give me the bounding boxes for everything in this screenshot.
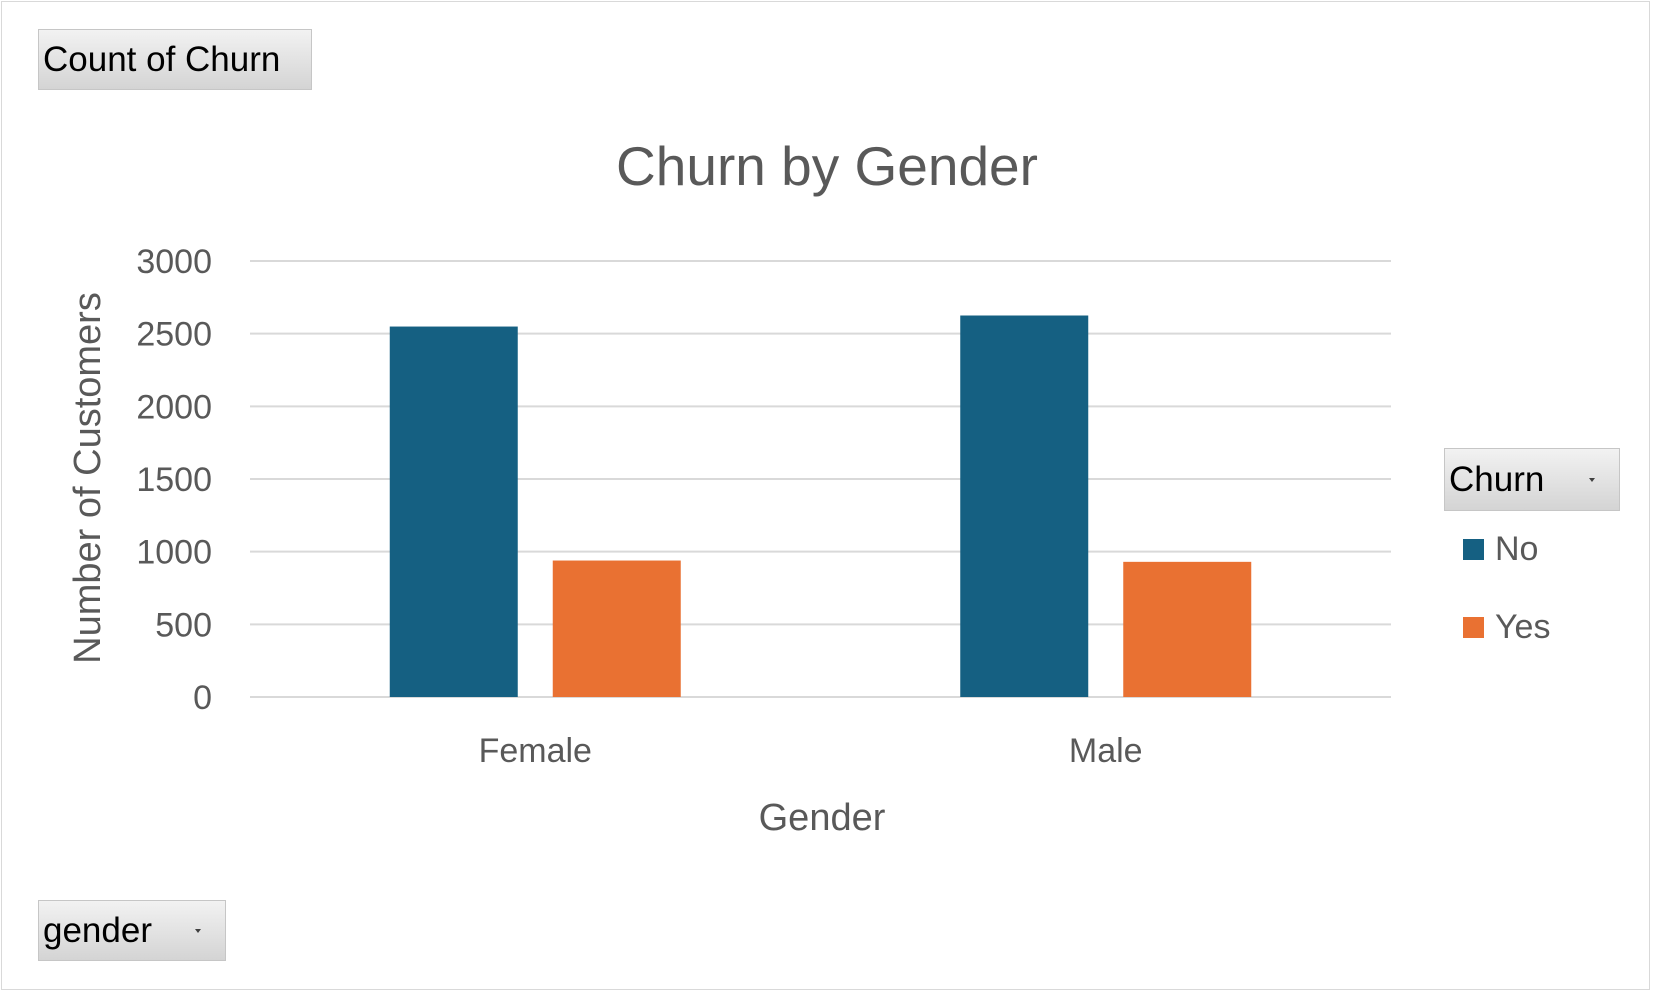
bar-male-yes[interactable] — [1123, 561, 1252, 697]
bar-female-no[interactable] — [389, 326, 518, 697]
x-tick-label: Female — [479, 732, 592, 770]
y-tick-label: 1000 — [136, 534, 212, 572]
y-tick-label: 3000 — [136, 243, 212, 281]
y-tick-label: 1500 — [136, 461, 212, 499]
legend-label: Yes — [1495, 608, 1551, 646]
legend-swatch — [1463, 539, 1484, 560]
legend-swatch — [1463, 617, 1484, 638]
legend-item-yes[interactable]: Yes — [1463, 608, 1550, 647]
y-tick-label: 2000 — [136, 388, 212, 426]
y-tick-label: 2500 — [136, 316, 212, 354]
bar-female-yes[interactable] — [552, 560, 681, 697]
x-axis-label: Gender — [759, 797, 886, 839]
chevron-down-icon[interactable] — [1589, 477, 1595, 482]
axis-field-button[interactable]: gender — [38, 900, 226, 961]
legend-item-no[interactable]: No — [1463, 530, 1538, 569]
y-axis-ticks: 0 500 1000 1500 2000 2500 3000 — [136, 243, 212, 717]
axis-field-label: gender — [43, 910, 152, 950]
legend-field-button[interactable]: Churn — [1444, 448, 1620, 511]
bar-male-no[interactable] — [960, 315, 1089, 698]
chart-title: Churn by Gender — [616, 135, 1038, 197]
y-tick-label: 0 — [193, 679, 212, 717]
x-axis-ticks: Female Male — [479, 732, 1143, 770]
values-field-label: Count of Churn — [43, 39, 281, 79]
legend-label: No — [1495, 530, 1539, 568]
chevron-down-icon[interactable] — [195, 928, 201, 933]
y-tick-label: 500 — [155, 606, 212, 644]
x-tick-label: Male — [1069, 732, 1143, 770]
legend-field-label: Churn — [1449, 459, 1545, 499]
bars — [389, 315, 1252, 698]
values-field-button[interactable]: Count of Churn — [38, 29, 312, 90]
y-axis-label: Number of Customers — [67, 292, 109, 664]
